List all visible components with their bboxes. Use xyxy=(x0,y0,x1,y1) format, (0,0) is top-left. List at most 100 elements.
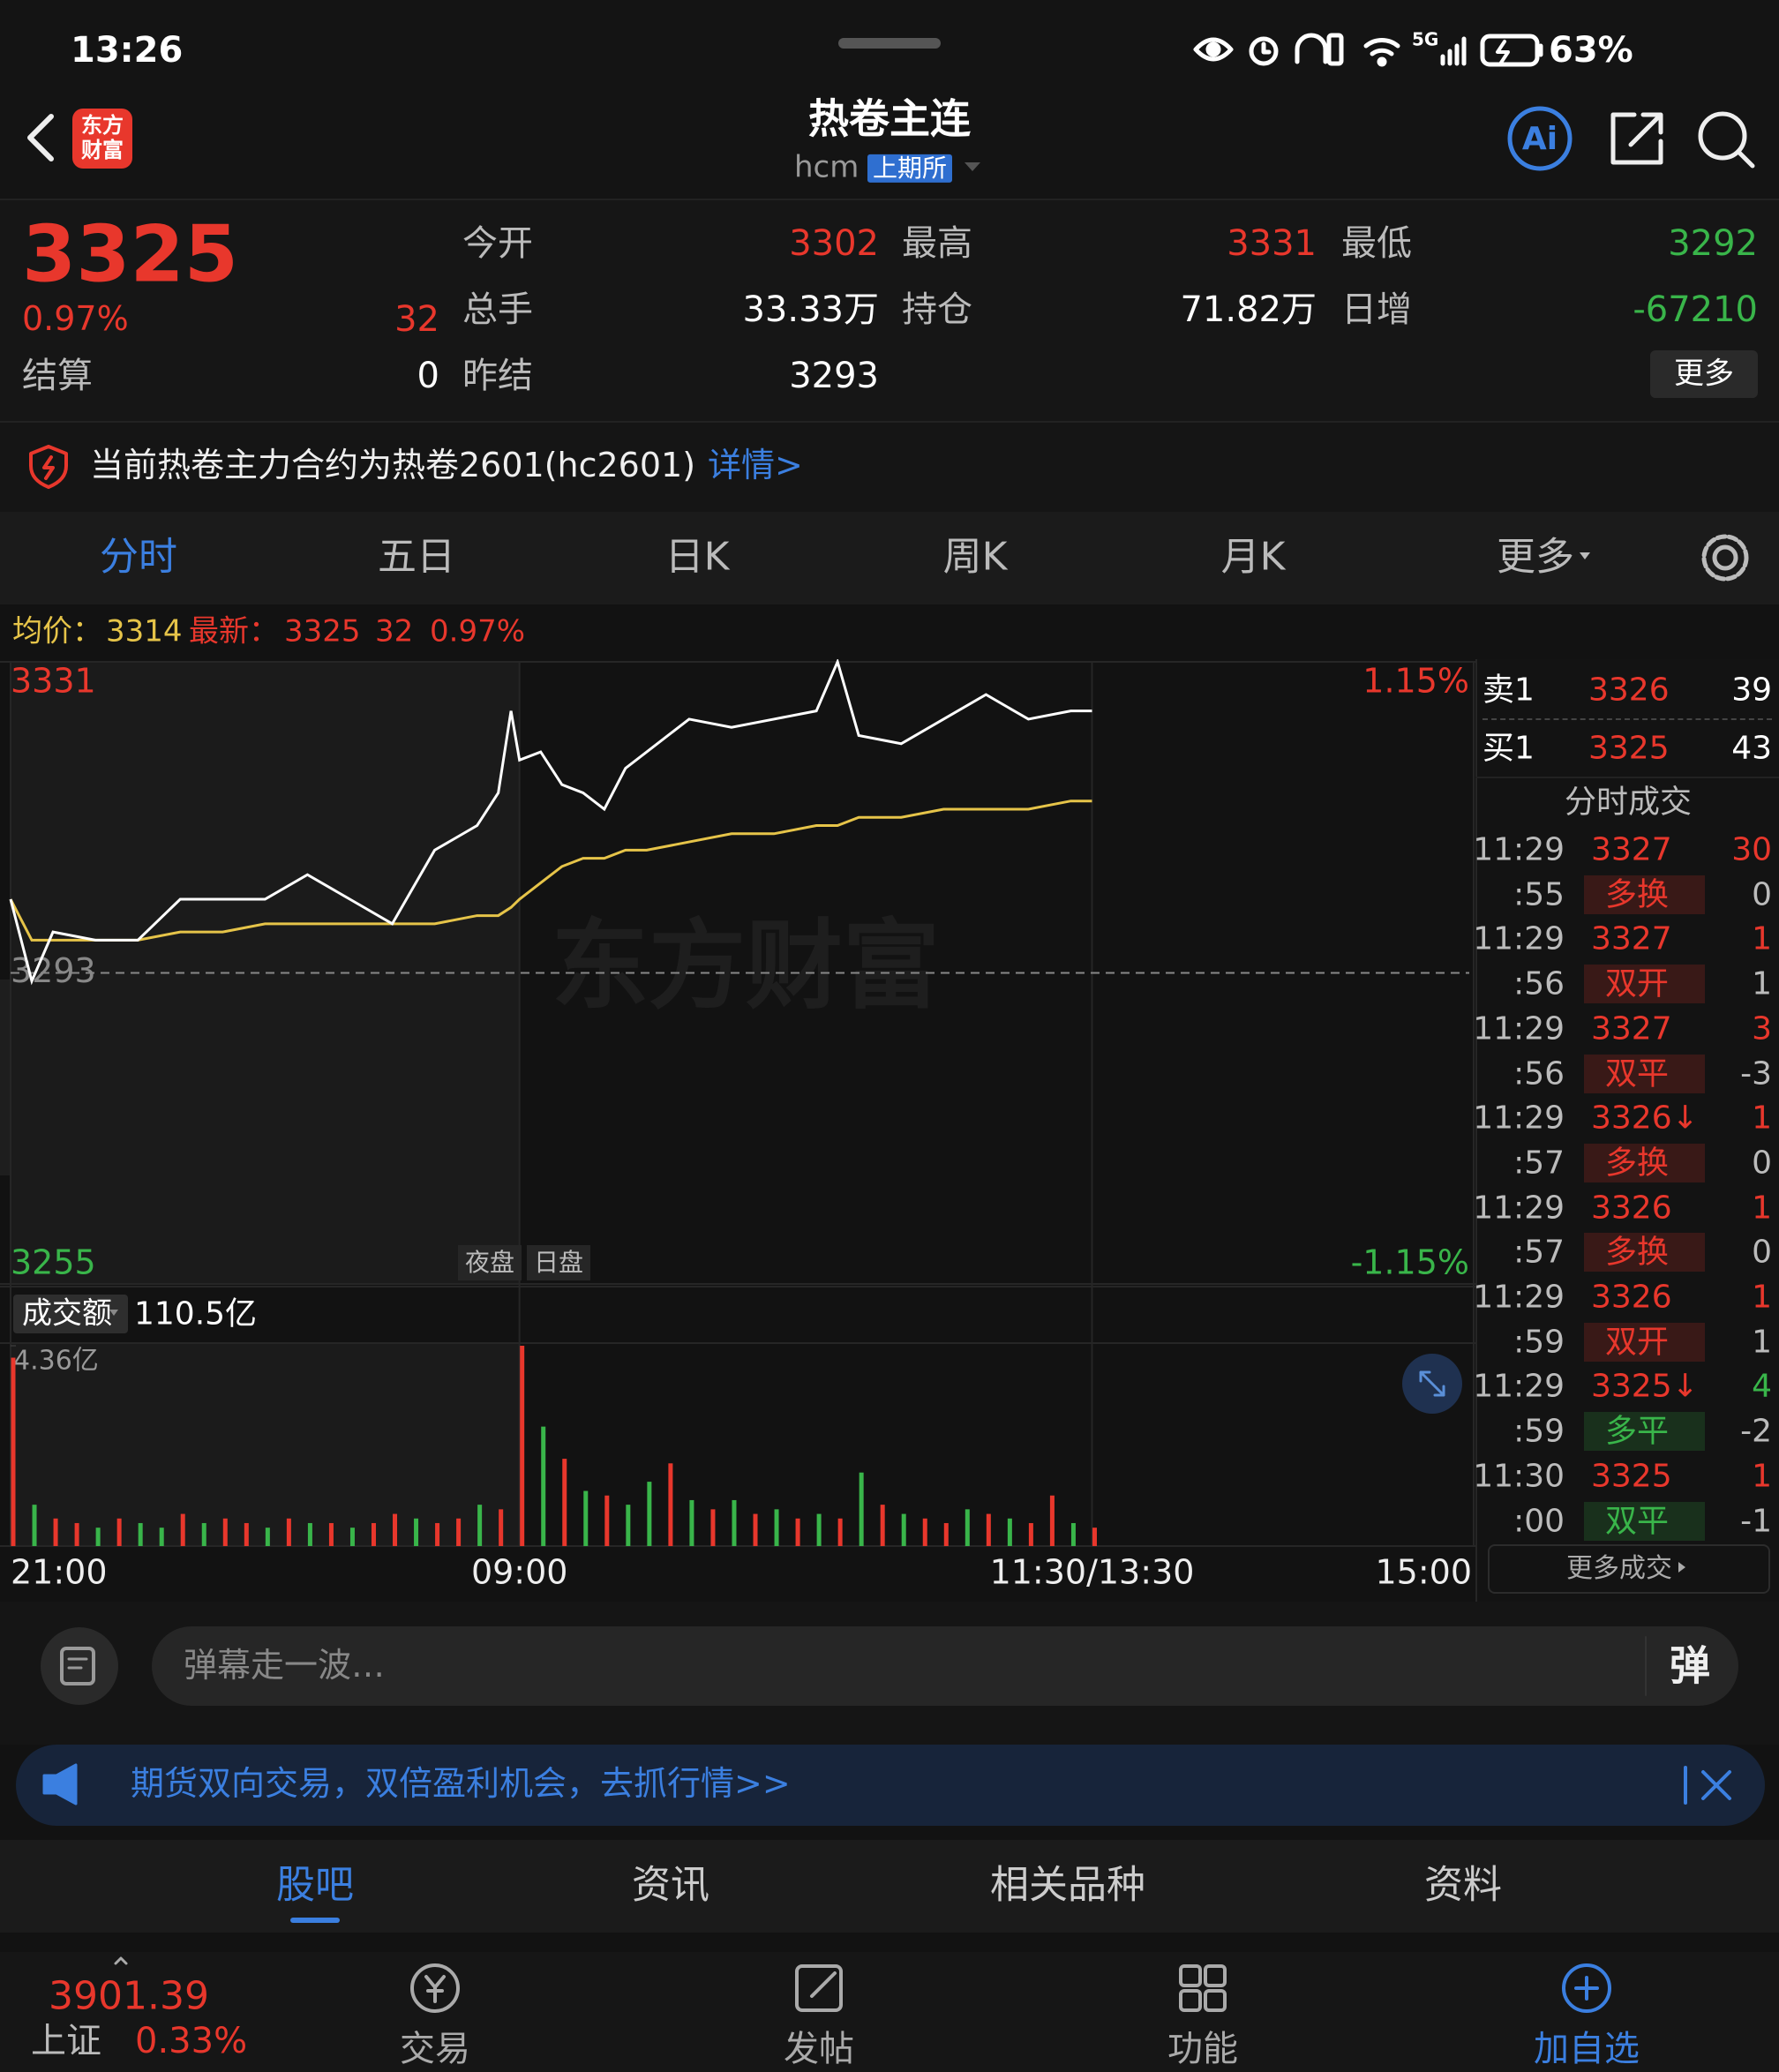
more-caret xyxy=(1580,552,1590,559)
more-trades-button[interactable] xyxy=(1488,1544,1770,1594)
volume-bar xyxy=(1092,1528,1097,1546)
session-label: 夜盘 xyxy=(465,1248,514,1277)
danmu-button[interactable]: 弹 xyxy=(1670,1641,1710,1690)
bottom-tab[interactable]: 资料 xyxy=(1424,1862,1502,1908)
metric-name[interactable]: 成交额 xyxy=(22,1295,112,1332)
banner-text[interactable]: 期货双向交易，双倍盈利机会，去抓行情>> xyxy=(131,1764,791,1804)
trade-volume: 1 xyxy=(1752,1279,1772,1316)
field-value: -67210 xyxy=(1633,289,1758,330)
volume-bar xyxy=(753,1513,758,1546)
trade-price: 3327 xyxy=(1591,1010,1672,1047)
book-label: 买1 xyxy=(1482,730,1535,767)
volume-bar xyxy=(816,1513,822,1546)
nav-item[interactable]: 发帖 xyxy=(784,2029,854,2069)
tab[interactable]: 更多 xyxy=(1497,534,1574,580)
tab[interactable]: 日K xyxy=(664,534,730,580)
volume-bar xyxy=(265,1528,270,1546)
nav-item[interactable]: 加自选 xyxy=(1534,2029,1640,2069)
tab[interactable]: 周K xyxy=(942,534,1008,580)
trade-kind: 多平 xyxy=(1604,1413,1670,1450)
trade-change: 0 xyxy=(1752,1234,1772,1271)
field-value: 3331 xyxy=(1227,223,1317,264)
volume-bar xyxy=(859,1472,864,1546)
trade-kind-bg xyxy=(1584,1322,1705,1362)
field-value: 0 xyxy=(417,356,439,396)
volume-bar xyxy=(647,1482,652,1546)
bottom-tab[interactable]: 相关品种 xyxy=(990,1862,1145,1908)
volume-bar xyxy=(1007,1518,1012,1546)
trade-kind-bg xyxy=(1584,965,1705,1004)
shield-icon xyxy=(29,445,68,489)
ad-banner[interactable] xyxy=(16,1745,1765,1826)
volume-bar xyxy=(583,1490,589,1546)
volume-bar xyxy=(774,1509,779,1546)
megaphone-icon xyxy=(42,1763,78,1805)
field-label: 最高 xyxy=(902,223,972,264)
trade-kind-bg xyxy=(1584,1143,1705,1182)
trade-kind: 多换 xyxy=(1604,1234,1670,1271)
trade-time: :56 xyxy=(1513,965,1565,1002)
trade-time: 11:29 xyxy=(1473,1010,1565,1047)
nav-item[interactable]: 交易 xyxy=(400,2029,470,2069)
volume-bar xyxy=(541,1426,546,1546)
trade-change: 0 xyxy=(1752,875,1772,912)
nav-icons xyxy=(410,1963,1611,2013)
danmu-icon[interactable] xyxy=(41,1627,118,1705)
trade-price: 3325 xyxy=(1591,1458,1672,1495)
trade-kind-bg xyxy=(1584,1054,1705,1093)
page-title: 热卷主连 xyxy=(808,94,971,143)
tab[interactable]: 五日 xyxy=(378,534,455,580)
summary-item: 3325 xyxy=(284,613,361,649)
trade-time: 11:29 xyxy=(1473,1368,1565,1405)
volume-bar xyxy=(32,1505,37,1546)
volume-bar xyxy=(689,1499,694,1546)
tab[interactable]: 分时 xyxy=(100,534,177,580)
watermark: 东方财富 xyxy=(552,909,940,1022)
volume-bar xyxy=(837,1518,843,1546)
back-icon[interactable] xyxy=(27,114,54,161)
book-label: 卖1 xyxy=(1482,672,1535,709)
logo-text: 财富 xyxy=(81,138,124,163)
volume-bar xyxy=(965,1509,970,1546)
bottom-tab[interactable]: 股吧 xyxy=(276,1862,354,1908)
trade-volume: 1 xyxy=(1752,920,1772,957)
trade-time: :56 xyxy=(1513,1055,1565,1092)
trade-time: 11:29 xyxy=(1473,1189,1565,1226)
volume-bar xyxy=(922,1518,927,1546)
logo xyxy=(72,109,132,169)
field-label: 日增 xyxy=(1341,289,1412,330)
session-badge xyxy=(527,1245,590,1280)
volume-bar xyxy=(604,1495,610,1546)
bottom-tab[interactable]: 资讯 xyxy=(632,1862,709,1908)
quote-panel xyxy=(0,199,1779,423)
tab[interactable]: 月K xyxy=(1220,534,1286,580)
volume-bar xyxy=(414,1518,419,1546)
more-button[interactable] xyxy=(1650,350,1758,398)
x-tick-label: 11:30/13:30 xyxy=(990,1553,1195,1592)
volume-bar xyxy=(159,1528,164,1546)
ai-icon[interactable] xyxy=(1507,106,1573,171)
danmu-placeholder[interactable]: 弹幕走一波… xyxy=(184,1646,386,1685)
close-icon[interactable] xyxy=(1684,1766,1731,1805)
trade-time: 11:29 xyxy=(1473,831,1565,868)
danmu-input[interactable] xyxy=(152,1626,1738,1706)
network: 5G xyxy=(1412,28,1439,50)
volume-bar xyxy=(222,1518,228,1546)
settings-icon[interactable] xyxy=(1701,534,1749,582)
share-icon[interactable] xyxy=(1610,112,1663,165)
more-button-text[interactable]: 更多 xyxy=(1674,356,1734,392)
nav-item[interactable]: 功能 xyxy=(1167,2029,1238,2069)
field-label: 最低 xyxy=(1341,223,1412,264)
metric-selector[interactable] xyxy=(13,1295,128,1333)
trade-price: 3326 xyxy=(1591,1279,1672,1316)
index-value: 3901.39 xyxy=(49,1973,209,2019)
search-icon[interactable] xyxy=(1698,111,1747,161)
more-trades[interactable]: 更多成交 xyxy=(1566,1552,1672,1584)
ai-icon-text: Ai xyxy=(1522,121,1558,157)
handle xyxy=(838,38,941,49)
notice-link[interactable]: 详情> xyxy=(708,446,803,485)
dropdown-icon[interactable] xyxy=(965,162,980,171)
volume-bar xyxy=(562,1459,567,1546)
notice-bar[interactable] xyxy=(0,421,1779,514)
